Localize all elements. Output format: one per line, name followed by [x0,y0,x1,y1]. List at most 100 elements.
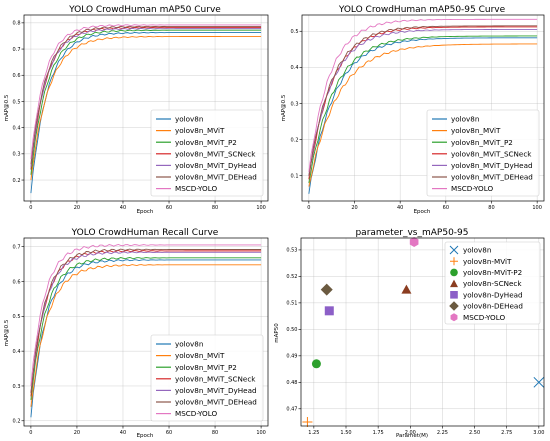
legend-label: yolov8n_MViT_SCNeck [451,149,532,158]
x-tick-label: 1.50 [340,430,351,436]
series-line [308,35,538,184]
legend-swatch [450,257,458,266]
legend: yolov8n yolov8n_MViT yolov8n_MViT_P2 yolov8… [150,109,264,197]
x-tick-label: 80 [212,205,218,211]
legend-label: yolov8n-MViT-P2 [463,268,522,277]
y-tick-label: 0.5 [13,99,21,105]
legend-label: yolov8n_MViT_P2 [175,363,237,372]
series-line [308,18,538,173]
legend-label: yolov8n-DEHead [463,302,523,311]
legend-label: yolov8n_MViT_SCNeck [175,374,256,383]
chart-title: parameter_vs_mAP50-95 [355,228,468,238]
series-line [308,26,538,180]
y-tick-label: 0.5 [291,29,299,35]
plot-frame [23,14,269,202]
x-tick-label: 80 [212,430,218,436]
x-tick-label: 80 [488,205,494,211]
legend-label: yolov8n_MViT_DyHead [175,161,257,170]
data-point [320,283,333,296]
legend-swatch [450,291,458,299]
legend-box [426,109,540,197]
y-tick-label: 0.3 [13,152,21,158]
series-line [30,249,262,397]
y-tick-label: 0.6 [13,279,21,285]
y-tick-label: 0.53 [286,248,297,254]
legend-label: yolov8n_MViT_DEHead [175,173,257,182]
y-tick-label: 0.47 [286,407,297,413]
y-axis-label: mAP@0.5 [281,94,287,121]
panel-map50: YOLO CrowdHuman mAP50 Curve Epoch mAP@0.… [4,5,269,215]
y-tick-label: 0.6 [13,73,21,79]
y-tick-label: 0.51 [286,301,297,307]
series-line [30,25,262,165]
x-tick-label: 40 [120,430,126,436]
data-point [533,376,545,388]
y-tick-label: 0.7 [13,245,21,251]
series-line [30,251,262,393]
x-axis-label: Epoch [137,209,154,215]
data-point [302,417,313,428]
legend: yolov8n yolov8n-MViT yolov8n-MViT-P2 yolov8… [444,241,541,325]
x-axis-label: Paramet(M) [396,433,428,439]
y-tick-label: 0.2 [291,137,299,143]
x-tick-label: 60 [443,205,449,211]
y-tick-label: 0.2 [13,178,21,184]
legend-label: yolov8n [175,340,203,349]
y-tick-label: 0.50 [286,327,297,333]
legend-label: yolov8n [463,246,491,255]
x-tick-label: 3.00 [533,430,544,436]
legend-label: yolov8n [175,115,203,124]
x-tick-label: 2.25 [437,430,448,436]
series-line [30,24,262,160]
legend-label: yolov8n_MViT_SCNeck [175,149,256,158]
x-tick-label: 0 [29,205,32,211]
legend-box [444,241,541,325]
series-line [30,27,262,167]
legend-label: yolov8n_MViT_DyHead [175,386,257,395]
legend-label: MSCD-YOLO [175,184,217,193]
x-tick-label: 2.50 [469,430,480,436]
x-tick-label: 100 [256,205,266,211]
legend-swatch [450,313,458,322]
chart-title: YOLO CrowdHuman mAP50-95 Curve [338,5,506,15]
y-tick-label: 0.3 [13,384,21,390]
data-point [409,236,419,247]
legend-label: yolov8n_MViT_DEHead [175,398,257,407]
y-axis-label: mAP50 [274,323,280,343]
legend-label: yolov8n_MViT_DyHead [451,161,533,170]
series-line [30,26,262,170]
x-tick-label: 0 [307,205,310,211]
x-tick-label: 40 [120,205,126,211]
legend-label: yolov8n-MViT [463,257,512,266]
x-tick-label: 20 [351,205,357,211]
legend: yolov8n yolov8n_MViT yolov8n_MViT_P2 yolov8… [150,334,264,422]
series-line [308,37,538,194]
y-tick-label: 0.52 [286,274,297,280]
y-tick-label: 0.4 [13,349,21,355]
x-axis-label: Epoch [414,209,431,215]
legend-swatch [450,279,458,288]
legend-label: yolov8n_MViT_P2 [175,138,237,147]
chart-title: YOLO CrowdHuman Recall Curve [71,228,219,238]
y-tick-label: 0.8 [13,21,21,27]
legend-swatch [449,301,459,311]
legend-label: MSCD-YOLO [463,313,505,322]
legend-swatch [449,245,459,255]
data-point [311,359,321,369]
series-line [308,29,538,176]
legend-label: yolov8n_MViT [175,351,225,360]
legend-label: yolov8n [451,115,479,124]
series-line [30,36,262,181]
legend-label: yolov8n_MViT [451,126,501,135]
x-tick-label: 60 [166,430,172,436]
panel-parameter-scatter: parameter_vs_mAP50-95 Paramet(M) mAP50 1… [274,228,544,439]
x-tick-label: 1.25 [308,430,319,436]
series-line [30,248,262,393]
legend: yolov8n yolov8n_MViT yolov8n_MViT_P2 yolov8… [426,109,540,197]
series-line [30,29,262,175]
y-axis-label: mAP@0.5 [4,94,10,121]
legend-box [150,109,264,197]
legend-label: yolov8n_MViT_DEHead [451,173,533,182]
legend-swatch [450,268,458,277]
